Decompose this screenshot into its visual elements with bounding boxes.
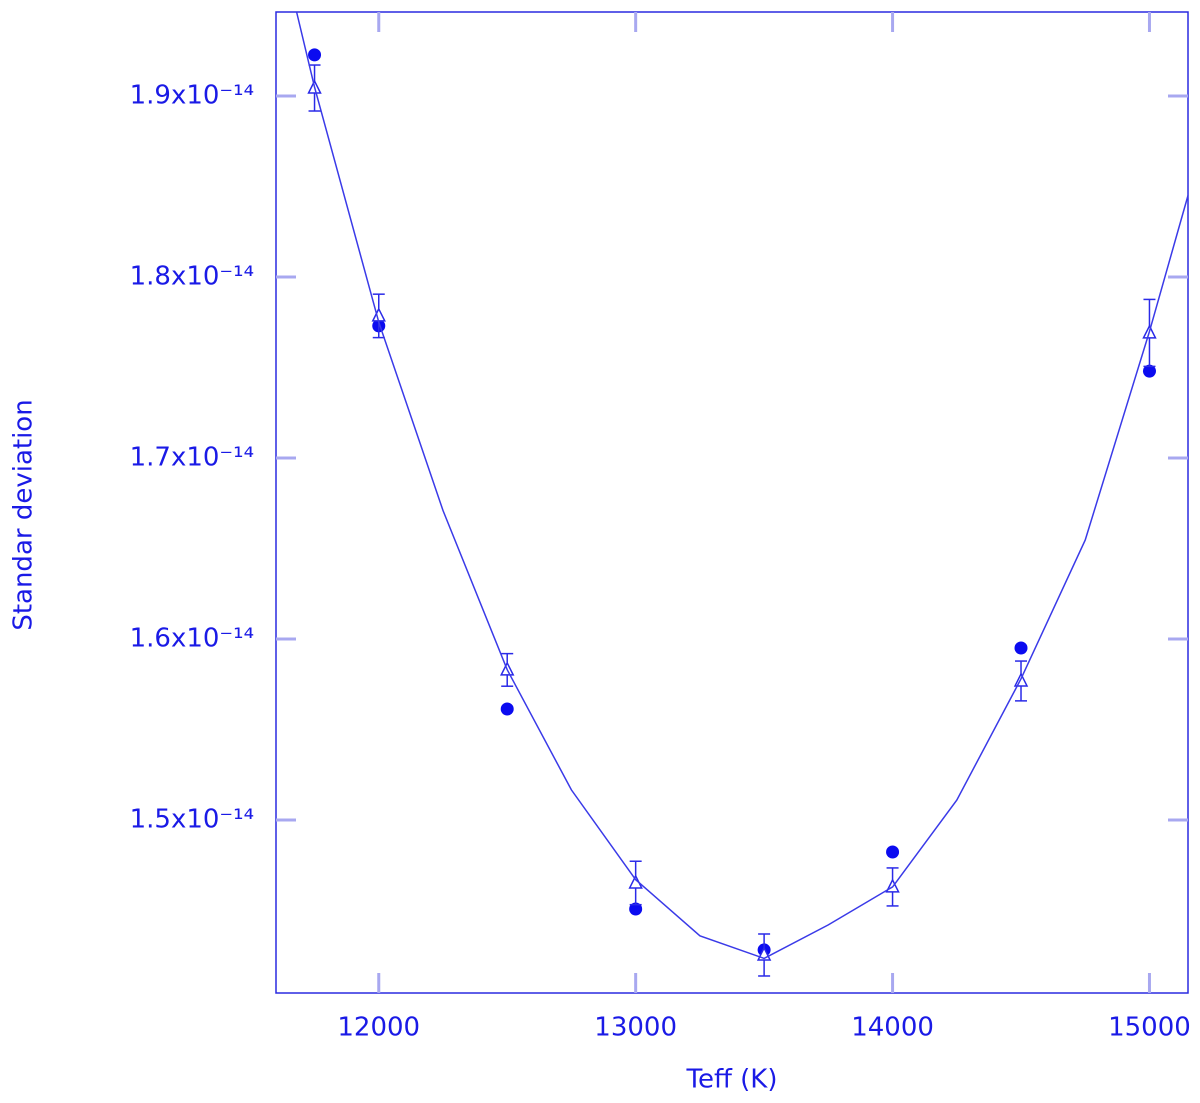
data-point [629,902,643,916]
fit-curve [295,11,1189,960]
x-axis-label: Teff (K) [686,1065,778,1095]
data-point [308,48,322,62]
y-axis-label: Standar deviation [9,399,39,630]
x-tick-label: 14000 [851,1013,934,1043]
y-tick-label: 1.7x10⁻¹⁴ [130,442,254,472]
data-point [1014,641,1028,655]
y-tick-label: 1.6x10⁻¹⁴ [130,623,254,653]
data-point [500,702,514,716]
y-tick-label: 1.5x10⁻¹⁴ [130,804,254,834]
x-tick-label: 12000 [337,1013,420,1043]
y-tick-label: 1.8x10⁻¹⁴ [130,261,254,291]
x-tick-label: 13000 [594,1013,677,1043]
data-point [1142,364,1156,378]
x-tick-label: 15000 [1108,1013,1191,1043]
plot-frame [275,11,1189,994]
data-point [886,845,900,859]
triangle-point [371,307,386,322]
y-tick-label: 1.9x10⁻¹⁴ [130,80,254,110]
triangle-point [628,874,643,889]
